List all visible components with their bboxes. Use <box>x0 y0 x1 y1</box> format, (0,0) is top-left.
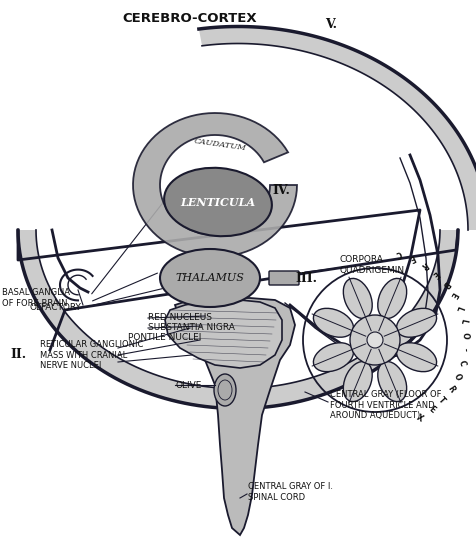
Polygon shape <box>133 113 297 257</box>
Text: CENTRAL GRAY OF I.
SPINAL CORD: CENTRAL GRAY OF I. SPINAL CORD <box>248 482 333 502</box>
Text: E: E <box>448 291 458 300</box>
Ellipse shape <box>214 374 236 406</box>
Text: RED NUCLEUS: RED NUCLEUS <box>148 314 212 322</box>
Ellipse shape <box>378 278 407 318</box>
Ellipse shape <box>164 168 272 236</box>
Polygon shape <box>175 298 295 535</box>
Text: PONTILE NUCLEI: PONTILE NUCLEI <box>128 334 201 343</box>
Text: OLFACTORY: OLFACTORY <box>30 303 82 313</box>
Text: X: X <box>415 413 425 423</box>
Polygon shape <box>199 26 476 230</box>
Ellipse shape <box>378 362 407 401</box>
Text: R: R <box>445 384 456 394</box>
Text: E: E <box>430 268 440 278</box>
Text: O: O <box>460 332 469 339</box>
Text: T: T <box>437 395 447 405</box>
Text: LENTICULA: LENTICULA <box>180 196 256 208</box>
Text: CEREBRO-CORTEX: CEREBRO-CORTEX <box>123 12 258 25</box>
Text: V.: V. <box>325 18 337 31</box>
Text: C: C <box>457 359 467 367</box>
Text: E: E <box>407 253 416 263</box>
Text: L: L <box>454 304 464 312</box>
Ellipse shape <box>343 362 372 401</box>
Text: R: R <box>419 259 429 270</box>
Polygon shape <box>18 230 458 408</box>
Text: III.: III. <box>295 272 317 285</box>
Ellipse shape <box>397 343 436 372</box>
Ellipse shape <box>397 308 436 337</box>
Ellipse shape <box>313 308 354 337</box>
Text: CENTRAL GRAY (FLOOR OF
FOURTH VENTRICLE AND
AROUND AQUEDUCT): CENTRAL GRAY (FLOOR OF FOURTH VENTRICLE … <box>330 390 442 420</box>
Text: CAUDATUM: CAUDATUM <box>193 137 247 153</box>
Text: C: C <box>395 248 402 258</box>
Text: CORPORA
QUADRIGEMIN: CORPORA QUADRIGEMIN <box>340 256 405 275</box>
Text: SUBSTANTIA NIGRA: SUBSTANTIA NIGRA <box>148 323 235 332</box>
Text: IV.: IV. <box>272 183 290 196</box>
Text: II.: II. <box>10 349 26 362</box>
Ellipse shape <box>160 249 260 307</box>
Ellipse shape <box>343 278 372 318</box>
Text: B: B <box>440 278 450 288</box>
Text: -: - <box>460 348 469 351</box>
Text: O: O <box>452 372 463 381</box>
Polygon shape <box>165 300 282 368</box>
Circle shape <box>350 315 400 365</box>
Text: L: L <box>458 318 468 324</box>
Text: E: E <box>427 405 436 415</box>
FancyBboxPatch shape <box>269 271 299 285</box>
Text: THALAMUS: THALAMUS <box>176 273 245 283</box>
Circle shape <box>367 332 383 348</box>
Text: OLIVE: OLIVE <box>175 380 201 390</box>
Text: RETICULAR GANGLIONIC
MASS WITH CRANIAL
NERVE NUCLEI: RETICULAR GANGLIONIC MASS WITH CRANIAL N… <box>40 340 143 370</box>
Text: BASAL GANGLIA
OF FORE-BRAIN: BASAL GANGLIA OF FORE-BRAIN <box>2 288 70 308</box>
Ellipse shape <box>313 343 354 372</box>
